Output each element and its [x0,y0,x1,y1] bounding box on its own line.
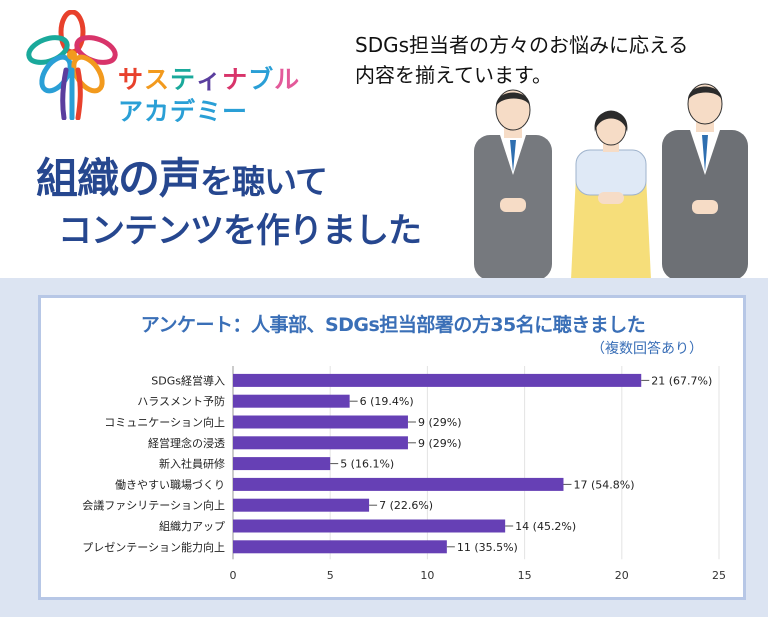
data-label: 9 (29%) [418,416,462,429]
man-left-figure [474,89,552,280]
headline-line1: 組織の声を聴いて [36,145,328,206]
logo-letter: テ [170,65,197,94]
tagline: SDGs担当者の方々のお悩みに応える 内容を揃えています。 [355,30,688,90]
category-label: ハラスメント予防 [137,394,225,408]
tagline-line1: SDGs担当者の方々のお悩みに応える [355,33,689,57]
logo-letter: ィ [196,65,223,94]
woman-center-figure [571,110,651,280]
bar [233,519,506,533]
bar [233,415,408,429]
bar [233,477,564,491]
bar [233,498,370,512]
x-tick-label: 10 [420,569,434,582]
bar [233,457,331,471]
x-tick-label: 5 [327,569,334,582]
x-tick-label: 25 [712,569,726,582]
chart-card: アンケート：人事部、SDGs担当部署の方35名に聴きました （複数回答あり） 0… [38,295,746,600]
data-label: 17 (54.8%) [573,478,634,491]
headline-line2: コンテンツを作りました [58,211,422,251]
flower-logo-icon [26,10,118,120]
data-label: 5 (16.1%) [340,458,394,471]
chart-subtitle: （複数回答あり） [591,341,703,357]
data-label: 21 (67.7%) [651,374,712,387]
x-tick-label: 0 [230,569,237,582]
category-label: 働きやすい職場づくり [115,478,225,491]
business-people-illustration [474,83,748,280]
headline-rest: を聴いて [200,162,328,201]
category-label: プレゼンテーション能力向上 [82,540,225,554]
bar-chart: 0 5 10 15 20 25 SDGs経営導入 21 (67.7%) ハラスメント予防 6 (1… [82,366,726,582]
data-label: 14 (45.2%) [515,520,576,533]
bar [233,373,642,387]
logo-letter: ブ [248,65,275,94]
bar [233,394,350,408]
logo-letter: ス [144,65,171,94]
logo-letter: ル [274,65,301,94]
chart-title: アンケート：人事部、SDGs担当部署の方35名に聴きました [140,314,646,336]
category-label: SDGs経営導入 [151,373,225,387]
headline-emphasis: 組織の声 [36,154,201,203]
data-label: 11 (35.5%) [457,541,518,554]
category-label: 経営理念の浸透 [148,436,225,450]
data-label: 6 (19.4%) [360,395,414,408]
logo-letter: ナ [222,65,249,94]
category-label: 新入社員研修 [159,457,225,471]
category-label: 組織力アップ [159,520,225,533]
logo-letter: サ [118,65,145,94]
logo-text-academy: アカデミー [118,97,249,126]
man-right-figure [662,83,748,280]
category-label: 会議ファシリテーション向上 [82,498,225,512]
data-label: 7 (22.6%) [379,499,433,512]
bar [233,540,447,554]
tagline-line2: 内容を揃えています。 [355,63,552,87]
bar [233,436,408,450]
logo-text-sustainable: サスティナブル [118,60,300,96]
category-label: コミュニケーション向上 [104,415,225,429]
data-label: 9 (29%) [418,437,462,450]
x-tick-label: 20 [615,569,629,582]
x-tick-label: 15 [518,569,532,582]
